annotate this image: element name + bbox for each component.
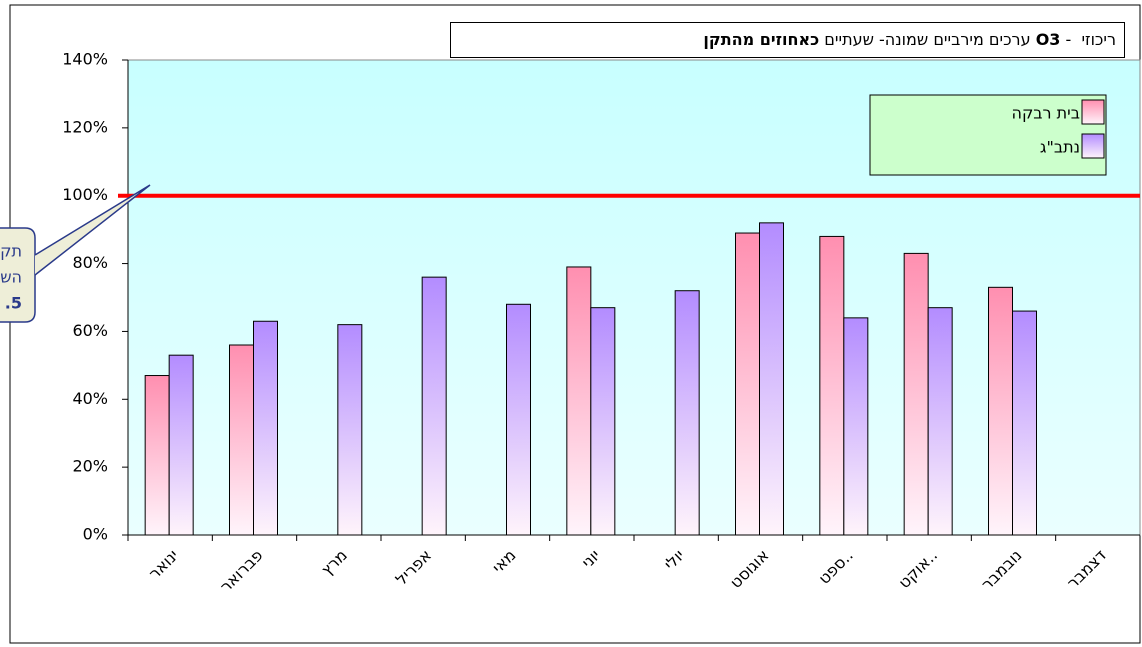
title-part: O3	[1035, 30, 1061, 49]
legend-swatch	[1081, 133, 1105, 159]
bar	[144, 375, 170, 536]
legend-label: בית רבקה	[1011, 104, 1080, 123]
bar	[819, 235, 845, 536]
bar	[735, 232, 760, 536]
y-tick-label: 40%	[72, 389, 108, 408]
bar	[337, 324, 363, 536]
y-tick-label: 0%	[83, 525, 108, 544]
bar	[927, 307, 953, 536]
y-tick-label: 80%	[72, 253, 108, 272]
callout-text: .5	[5, 294, 22, 313]
bar	[421, 276, 447, 536]
bar	[590, 307, 616, 536]
bar	[168, 354, 194, 536]
callout-text: הש	[0, 268, 22, 287]
y-tick-label: 100%	[62, 185, 108, 204]
bar	[674, 290, 700, 536]
title-part: ריכוזי -	[1060, 30, 1117, 49]
bar	[229, 344, 254, 536]
y-tick-label: 60%	[72, 321, 108, 340]
legend-box	[869, 94, 1107, 176]
bar	[1012, 310, 1037, 536]
bar	[903, 252, 929, 536]
chart-title: ריכוזי - O3 ערכים מירביים שמונה- שעתיים …	[450, 22, 1125, 58]
y-tick-label: 120%	[62, 117, 108, 136]
y-tick-label: 140%	[62, 50, 108, 69]
title-part: ערכים מירביים שמונה- שעתיים	[819, 30, 1036, 49]
bar	[506, 303, 531, 536]
bar	[988, 286, 1013, 536]
bar	[843, 317, 869, 536]
bar	[253, 320, 278, 536]
title-part: כאחוזים מהתקן	[703, 30, 820, 49]
legend-label: נתב"ג	[1040, 138, 1080, 157]
bar	[566, 266, 592, 536]
bar	[759, 222, 784, 536]
callout	[0, 227, 36, 323]
y-tick-label: 20%	[72, 457, 108, 476]
callout-pointer	[34, 184, 151, 276]
callout-text: תק	[0, 242, 22, 261]
legend-swatch	[1081, 99, 1105, 125]
